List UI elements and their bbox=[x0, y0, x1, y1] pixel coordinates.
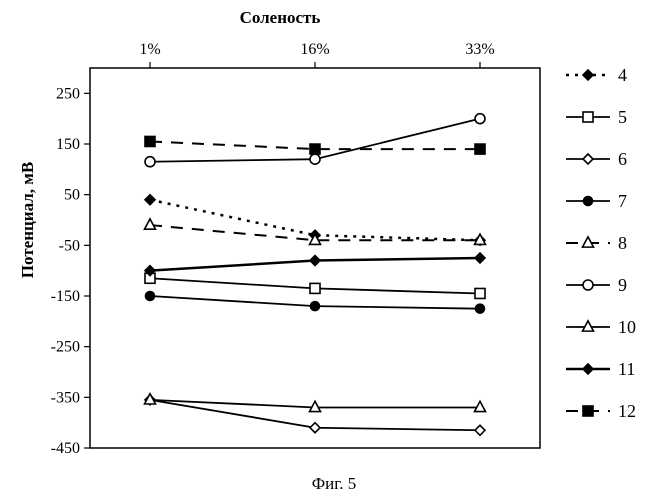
xtick-label: 16% bbox=[300, 41, 329, 58]
ytick-label: -450 bbox=[51, 440, 80, 457]
ytick-label: 150 bbox=[56, 136, 80, 153]
legend-label-8: 8 bbox=[618, 233, 627, 253]
xtick-label: 1% bbox=[139, 41, 160, 58]
y-axis-label: Потенциал, мВ bbox=[18, 120, 38, 320]
legend-label-5: 5 bbox=[618, 107, 627, 127]
ytick-label: 250 bbox=[56, 85, 80, 102]
ytick-label: -50 bbox=[59, 237, 80, 254]
legend-label-9: 9 bbox=[618, 275, 627, 295]
ytick-label: -150 bbox=[51, 288, 80, 305]
legend-label-4: 4 bbox=[618, 65, 627, 85]
ytick-label: -350 bbox=[51, 389, 80, 406]
legend-label-10: 10 bbox=[618, 317, 636, 337]
ytick-label: -250 bbox=[51, 339, 80, 356]
ytick-label: 50 bbox=[64, 187, 80, 204]
legend-label-6: 6 bbox=[618, 149, 627, 169]
xtick-label: 33% bbox=[465, 41, 494, 58]
chart-svg: -450 -350 -250 -150 -50 50 150 250 1% 16% 33% 4 5 6 7 8… bbox=[0, 0, 668, 500]
legend-label-7: 7 bbox=[618, 191, 627, 211]
legend-label-11: 11 bbox=[618, 359, 635, 379]
legend-label-12: 12 bbox=[618, 401, 636, 421]
figure-caption: Фиг. 5 bbox=[0, 474, 668, 494]
x-axis-title: Соленость bbox=[0, 8, 560, 28]
